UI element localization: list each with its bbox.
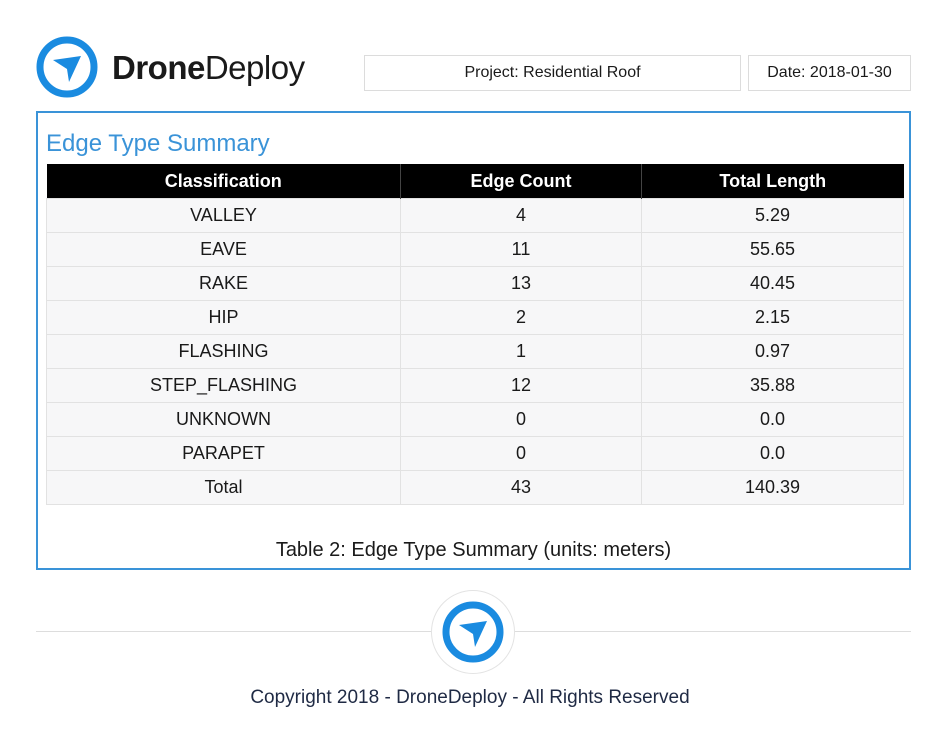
- cell-edge-count: 4: [400, 198, 642, 233]
- table-caption: Table 2: Edge Type Summary (units: meter…: [275, 539, 672, 561]
- cell-total-length: 55.65: [641, 232, 904, 267]
- column-header-classification: Classification: [46, 164, 401, 199]
- cell-edge-count: 12: [400, 368, 642, 403]
- brand-logo: DroneDeploy: [36, 36, 305, 98]
- column-header-total-length: Total Length: [641, 164, 904, 199]
- column-header-edge-count: Edge Count: [400, 164, 642, 199]
- cell-edge-count: 11: [400, 232, 642, 267]
- cell-edge-count: 0: [400, 436, 642, 471]
- table-row: STEP_FLASHING 12 35.88: [46, 368, 904, 403]
- table-row: UNKNOWN 0 0.0: [46, 402, 904, 437]
- cell-classification: VALLEY: [46, 198, 401, 233]
- edge-type-table: Classification Edge Count Total Length V…: [46, 164, 904, 505]
- cell-classification: RAKE: [46, 266, 401, 301]
- cell-total-length: 2.15: [641, 300, 904, 335]
- cell-edge-count: 13: [400, 266, 642, 301]
- cell-classification: PARAPET: [46, 436, 401, 471]
- drone-deploy-logo-icon: [442, 601, 504, 663]
- table-row: VALLEY 4 5.29: [46, 198, 904, 233]
- table-header-row: Classification Edge Count Total Length: [46, 164, 904, 199]
- table-row-total: Total 43 140.39: [46, 470, 904, 505]
- cell-total-length: 0.0: [641, 436, 904, 471]
- cell-total-length: 35.88: [641, 368, 904, 403]
- drone-deploy-logo-icon: [36, 36, 98, 98]
- brand-wordmark: DroneDeploy: [112, 51, 305, 84]
- cell-total-length: 0.97: [641, 334, 904, 369]
- table-row: RAKE 13 40.45: [46, 266, 904, 301]
- table-row: HIP 2 2.15: [46, 300, 904, 335]
- table-row: EAVE 11 55.65: [46, 232, 904, 267]
- project-label: Project: Residential Roof: [364, 55, 741, 91]
- footer-logo-badge: [431, 590, 515, 674]
- panel-title: Edge Type Summary: [46, 130, 270, 157]
- cell-total-length: 5.29: [641, 198, 904, 233]
- cell-classification: UNKNOWN: [46, 402, 401, 437]
- cell-edge-count: 2: [400, 300, 642, 335]
- cell-classification: STEP_FLASHING: [46, 368, 401, 403]
- cell-classification: Total: [46, 470, 401, 505]
- cell-classification: HIP: [46, 300, 401, 335]
- brand-bold: Drone: [112, 48, 205, 86]
- cell-edge-count: 43: [400, 470, 642, 505]
- cell-edge-count: 1: [400, 334, 642, 369]
- copyright-text: Copyright 2018 - DroneDeploy - All Right…: [250, 687, 690, 708]
- table-row: PARAPET 0 0.0: [46, 436, 904, 471]
- cell-total-length: 40.45: [641, 266, 904, 301]
- edge-type-summary-panel: Edge Type Summary Classification Edge Co…: [36, 111, 911, 570]
- cell-classification: EAVE: [46, 232, 401, 267]
- brand-light: Deploy: [204, 48, 305, 86]
- cell-total-length: 0.0: [641, 402, 904, 437]
- date-label: Date: 2018-01-30: [748, 55, 911, 91]
- cell-total-length: 140.39: [641, 470, 904, 505]
- cell-edge-count: 0: [400, 402, 642, 437]
- cell-classification: FLASHING: [46, 334, 401, 369]
- table-row: FLASHING 1 0.97: [46, 334, 904, 369]
